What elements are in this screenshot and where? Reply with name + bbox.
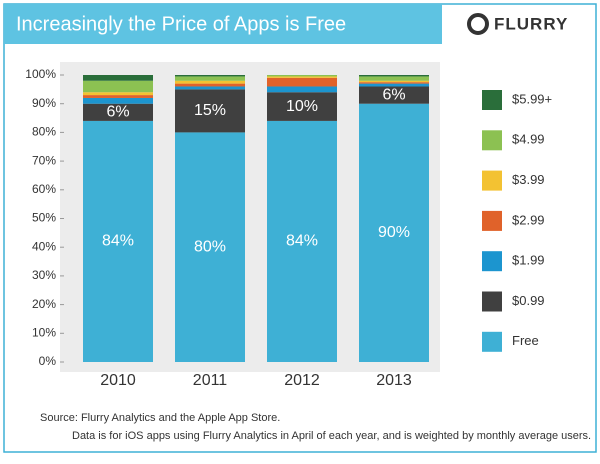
- bar-segment: [83, 95, 153, 98]
- note: Data is for iOS apps using Flurry Analyt…: [72, 430, 591, 442]
- legend-swatch: [482, 90, 502, 110]
- bar-segment: [175, 83, 245, 87]
- bar-segment: [83, 103, 153, 121]
- bar-segment: [83, 120, 153, 362]
- bar-segment: [267, 76, 337, 78]
- chart-title: Increasingly the Price of Apps is Free: [16, 13, 346, 35]
- legend-swatch: [482, 251, 502, 272]
- data-label: 84%: [102, 233, 134, 250]
- bar-segment: [83, 97, 153, 104]
- bar-segment: [267, 92, 337, 121]
- legend-swatch: [482, 170, 502, 191]
- bar-segment: [175, 89, 245, 133]
- legend-swatch: [482, 210, 502, 231]
- legend-label: $0.99: [512, 293, 545, 308]
- legend-label: Free: [512, 333, 539, 348]
- logo-icon: [467, 13, 489, 35]
- bar-segment: [267, 77, 337, 87]
- x-tick-label: 2011: [193, 372, 228, 389]
- bar-segment: [83, 80, 153, 93]
- bar-segment: [359, 103, 429, 362]
- bar-segment: [359, 80, 429, 83]
- bar-segment: [267, 75, 337, 77]
- data-label: 80%: [194, 238, 226, 255]
- y-tick-label: 10%: [32, 325, 56, 339]
- bar-segment: [175, 75, 245, 77]
- legend-swatch: [482, 331, 502, 352]
- legend-label: $4.99: [512, 132, 545, 147]
- bar-segment: [359, 75, 429, 77]
- y-tick-label: 50%: [32, 211, 56, 225]
- data-label: 84%: [286, 233, 318, 250]
- bar-segment: [175, 86, 245, 90]
- y-tick-label: 70%: [32, 153, 56, 167]
- y-tick-label: 20%: [32, 297, 56, 311]
- bar-segment: [359, 86, 429, 104]
- bar-segment: [359, 82, 429, 84]
- legend-label: $5.99+: [512, 91, 552, 106]
- y-tick-label: 100%: [25, 67, 56, 81]
- x-tick-label: 2013: [376, 372, 412, 389]
- bar-segment: [359, 83, 429, 87]
- logo: FLURRY: [494, 14, 568, 33]
- bar-segment: [83, 92, 153, 96]
- bar-segment: [83, 75, 153, 81]
- bar-segment: [267, 86, 337, 93]
- source: Source: Flurry Analytics and the Apple A…: [40, 412, 280, 424]
- y-tick-label: 60%: [32, 182, 56, 196]
- legend-label: $2.99: [512, 212, 545, 227]
- y-tick-label: 80%: [32, 125, 56, 139]
- data-label: 15%: [194, 102, 226, 119]
- bar-segment: [359, 76, 429, 81]
- y-tick-label: 90%: [32, 96, 56, 110]
- legend-swatch: [482, 130, 502, 151]
- data-label: 6%: [382, 86, 405, 103]
- bar-segment: [175, 80, 245, 84]
- x-tick-label: 2012: [284, 372, 320, 389]
- bar-segment: [175, 76, 245, 81]
- x-tick-label: 2010: [100, 372, 136, 389]
- data-label: 90%: [378, 224, 410, 241]
- data-label: 6%: [106, 104, 129, 121]
- legend-swatch: [482, 291, 502, 312]
- y-tick-label: 30%: [32, 268, 56, 282]
- bar-segment: [267, 120, 337, 362]
- y-tick-label: 0%: [39, 354, 57, 368]
- legend-label: $3.99: [512, 172, 545, 187]
- title-bar: [4, 4, 442, 44]
- legend-label: $1.99: [512, 253, 545, 268]
- data-label: 10%: [286, 98, 318, 115]
- bar-segment: [175, 132, 245, 362]
- y-tick-label: 40%: [32, 239, 56, 253]
